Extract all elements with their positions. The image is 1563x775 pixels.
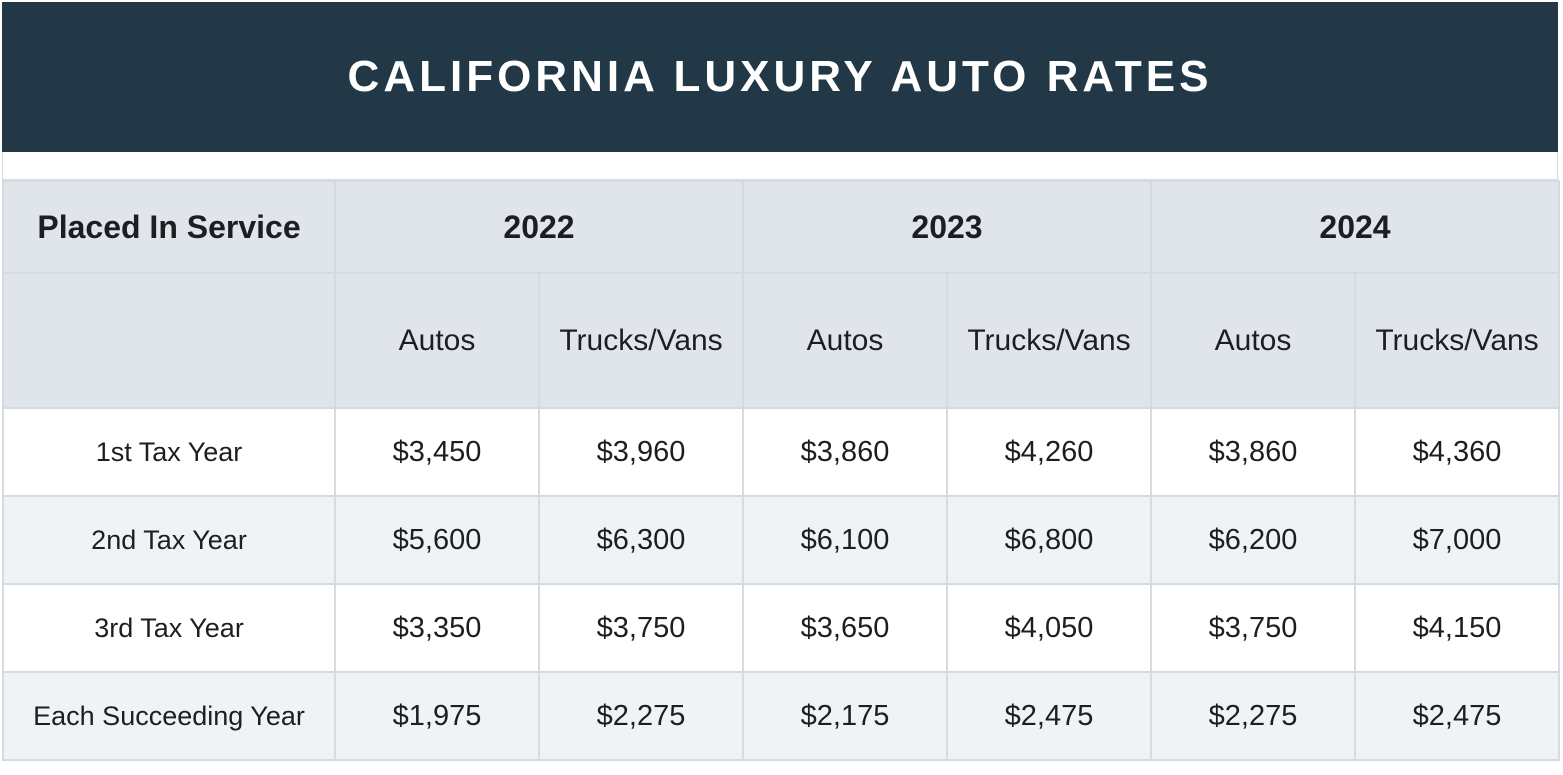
spacer (2, 152, 1558, 180)
rate-cell: $2,475 (946, 671, 1152, 761)
row-label: 3rd Tax Year (2, 583, 336, 673)
rate-cell: $4,150 (1354, 583, 1560, 673)
rate-cell: $2,275 (538, 671, 744, 761)
rate-cell: $5,600 (334, 495, 540, 585)
year-header-2024: 2024 (1150, 180, 1560, 274)
table-row: 3rd Tax Year $3,350 $3,750 $3,650 $4,050 $3,7… (2, 583, 1560, 673)
rate-cell: $6,200 (1150, 495, 1356, 585)
row-label: Each Succeeding Year (2, 671, 336, 761)
col-header-autos: Autos (742, 272, 948, 409)
rate-cell: $3,750 (1150, 583, 1356, 673)
rate-cell: $6,300 (538, 495, 744, 585)
col-header-trucks-vans: Trucks/Vans (538, 272, 744, 409)
table-body: 1st Tax Year $3,450 $3,960 $3,860 $4,260 $3,8… (2, 407, 1560, 761)
col-header-autos: Autos (1150, 272, 1356, 409)
empty-header-cell (2, 272, 336, 409)
table-row: 1st Tax Year $3,450 $3,960 $3,860 $4,260 $3,8… (2, 407, 1560, 497)
year-header-row: Placed In Service 2022 2023 2024 (2, 180, 1560, 274)
rate-cell: $3,350 (334, 583, 540, 673)
row-label: 2nd Tax Year (2, 495, 336, 585)
year-header-2023: 2023 (742, 180, 1152, 274)
col-header-trucks-vans: Trucks/Vans (1354, 272, 1560, 409)
rates-table: Placed In Service 2022 2023 2024 Autos T… (2, 180, 1560, 761)
rate-cell: $3,650 (742, 583, 948, 673)
table-row: Each Succeeding Year $1,975 $2,275 $2,175 $2… (2, 671, 1560, 761)
rate-cell: $3,450 (334, 407, 540, 497)
placed-in-service-header: Placed In Service (2, 180, 336, 274)
rate-cell: $3,960 (538, 407, 744, 497)
rate-cell: $3,860 (742, 407, 948, 497)
rate-cell: $2,275 (1150, 671, 1356, 761)
rate-cell: $1,975 (334, 671, 540, 761)
rate-cell: $7,000 (1354, 495, 1560, 585)
vehicle-type-header-row: Autos Trucks/Vans Autos Trucks/Vans Auto… (2, 272, 1560, 409)
row-label: 1st Tax Year (2, 407, 336, 497)
rate-cell: $4,260 (946, 407, 1152, 497)
rate-cell: $3,750 (538, 583, 744, 673)
rate-cell: $6,800 (946, 495, 1152, 585)
col-header-autos: Autos (334, 272, 540, 409)
rate-cell: $6,100 (742, 495, 948, 585)
year-header-2022: 2022 (334, 180, 744, 274)
rate-cell: $3,860 (1150, 407, 1356, 497)
rate-cell: $4,050 (946, 583, 1152, 673)
rate-cell: $2,175 (742, 671, 948, 761)
table-row: 2nd Tax Year $5,600 $6,300 $6,100 $6,800 $6,2… (2, 495, 1560, 585)
page-title: CALIFORNIA LUXURY AUTO RATES (2, 2, 1558, 152)
rate-cell: $4,360 (1354, 407, 1560, 497)
col-header-trucks-vans: Trucks/Vans (946, 272, 1152, 409)
rate-cell: $2,475 (1354, 671, 1560, 761)
